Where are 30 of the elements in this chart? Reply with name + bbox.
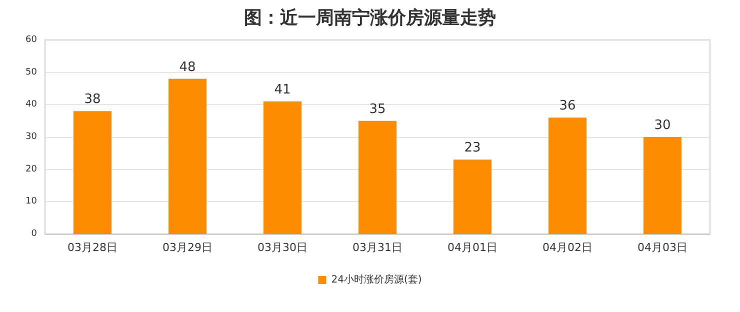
y-tick-label: 50	[26, 67, 38, 78]
bar	[74, 111, 112, 234]
data-label: 30	[654, 118, 671, 133]
bar	[644, 137, 682, 234]
bar	[454, 160, 492, 234]
legend-label: 24小时涨价房源(套)	[331, 274, 422, 286]
x-tick-label: 04月03日	[638, 241, 688, 254]
bar	[548, 118, 586, 234]
x-tick-label: 03月31日	[352, 241, 402, 254]
y-tick-label: 10	[26, 196, 38, 207]
data-label: 48	[179, 60, 196, 75]
data-label: 41	[274, 82, 291, 98]
x-tick-label: 04月02日	[542, 241, 592, 254]
y-tick-label: 30	[26, 132, 38, 142]
bar	[264, 101, 302, 234]
y-tick-label: 60	[26, 35, 38, 45]
data-label: 36	[559, 98, 576, 114]
data-label: 35	[369, 102, 386, 117]
x-tick-label: 04月01日	[448, 241, 498, 254]
chart-title: 图：近一周南宁涨价房源量走势	[244, 8, 496, 28]
y-tick-label: 40	[26, 100, 38, 110]
data-label: 23	[464, 140, 481, 156]
bar	[168, 78, 206, 234]
x-tick-label: 03月28日	[68, 241, 118, 254]
x-tick-label: 03月29日	[162, 241, 212, 254]
bar	[358, 120, 396, 234]
data-label: 38	[84, 92, 101, 108]
y-tick-label: 0	[31, 229, 38, 239]
x-tick-label: 03月30日	[258, 241, 308, 254]
y-tick-label: 20	[26, 164, 38, 174]
